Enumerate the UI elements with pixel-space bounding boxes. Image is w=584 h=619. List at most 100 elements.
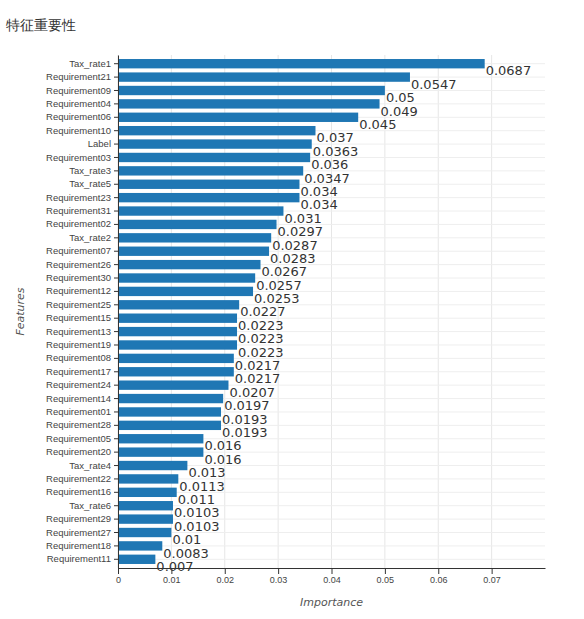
y-tick: Requirement08 [46,352,118,363]
chart: 特征重要性0.06870.05470.050.0490.0450.0370.03… [0,0,584,619]
bar[interactable] [118,99,380,108]
data-label: 0.0547 [411,77,457,92]
bar[interactable] [118,300,239,309]
y-tick-label: Requirement30 [46,272,111,283]
y-tick-mark [114,103,118,104]
y-tick: Requirement14 [46,393,118,404]
y-tick: Requirement15 [46,312,118,323]
y-axis-title: Features [14,287,27,335]
bar[interactable] [118,528,171,537]
bar[interactable] [118,407,221,416]
data-label: 0.007 [156,559,193,574]
bar[interactable] [118,273,255,282]
bar[interactable] [118,327,237,336]
y-tick-mark [114,184,118,185]
y-tick-mark [114,358,118,359]
y-tick-label: Requirement08 [46,352,111,363]
y-tick-mark [114,224,118,225]
y-tick-label: Requirement20 [46,446,111,457]
bar[interactable] [118,340,237,349]
x-tick-mark [492,568,493,574]
y-tick: Requirement03 [46,152,118,163]
y-tick: Requirement27 [46,527,118,538]
bar[interactable] [118,367,234,376]
bar[interactable] [118,86,385,95]
y-tick-mark [114,278,118,279]
y-axis: Tax_rate1 Requirement21 Requirement09 Requi… [46,56,118,569]
bar[interactable] [118,354,234,363]
bar[interactable] [118,206,283,215]
bar[interactable] [118,287,253,296]
bar[interactable] [118,247,269,256]
x-tick: 0.04 [323,568,341,585]
y-tick-mark [114,478,118,479]
bar[interactable] [118,447,203,456]
y-tick: Tax_rate2 [69,232,118,243]
y-tick: Tax_rate5 [69,178,118,189]
y-tick: Requirement18 [46,540,118,551]
y-tick-label: Tax_rate1 [69,58,111,69]
bar[interactable] [118,180,299,189]
y-tick-label: Requirement19 [46,339,111,350]
y-tick: Requirement11 [47,553,118,564]
bar[interactable] [118,139,312,148]
y-tick: Requirement26 [46,259,118,270]
x-tick-label: 0 [116,575,121,585]
y-tick: Requirement04 [46,98,118,109]
x-tick-label: 0.07 [483,575,501,585]
bar[interactable] [118,461,187,470]
y-tick: Requirement30 [46,272,118,283]
y-tick-mark [114,211,118,212]
x-tick: 0.01 [163,568,181,585]
y-tick-label: Tax_rate6 [69,500,111,511]
y-tick: Requirement09 [46,85,118,96]
y-tick-label: Requirement10 [46,125,111,136]
y-tick-mark [114,385,118,386]
bar[interactable] [118,59,485,68]
grid-line [118,55,119,568]
bar[interactable] [118,233,271,242]
bar[interactable] [118,314,237,323]
y-tick-mark [114,344,118,345]
y-tick: Requirement16 [46,486,118,497]
bar[interactable] [118,514,173,523]
y-tick-label: Tax_rate3 [69,165,111,176]
y-tick-label: Requirement21 [46,71,111,82]
y-tick-mark [114,170,118,171]
y-tick: Requirement07 [46,245,118,256]
y-tick-mark [114,157,118,158]
y-tick: Requirement22 [46,473,118,484]
bar[interactable] [118,126,315,135]
bar[interactable] [118,193,299,202]
y-tick-label: Requirement09 [46,85,111,96]
bar[interactable] [118,72,410,81]
bar[interactable] [118,166,303,175]
bar[interactable] [118,260,261,269]
y-tick-mark [114,438,118,439]
data-label: 0.045 [359,117,396,132]
y-tick: Requirement28 [46,419,118,430]
data-labels: 0.06870.05470.050.0490.0450.0370.03630.0… [156,63,531,574]
bar[interactable] [118,541,162,550]
bar[interactable] [118,555,155,564]
bar[interactable] [118,501,173,510]
bar[interactable] [118,394,223,403]
bar[interactable] [118,153,310,162]
y-tick: Tax_rate6 [69,500,118,511]
y-tick-mark [114,425,118,426]
bar[interactable] [118,113,358,122]
y-tick: Requirement10 [46,125,118,136]
y-tick-mark [114,197,118,198]
bar[interactable] [118,220,277,229]
bar[interactable] [118,474,178,483]
y-axis-line [118,56,119,569]
bar[interactable] [118,380,228,389]
bar[interactable] [118,421,221,430]
y-tick: Requirement23 [46,192,118,203]
x-tick-mark [278,568,279,574]
bar[interactable] [118,488,177,497]
bar[interactable] [118,434,203,443]
data-label: 0.0687 [486,63,532,78]
y-tick: Requirement29 [46,513,118,524]
x-tick-label: 0.06 [430,575,448,585]
